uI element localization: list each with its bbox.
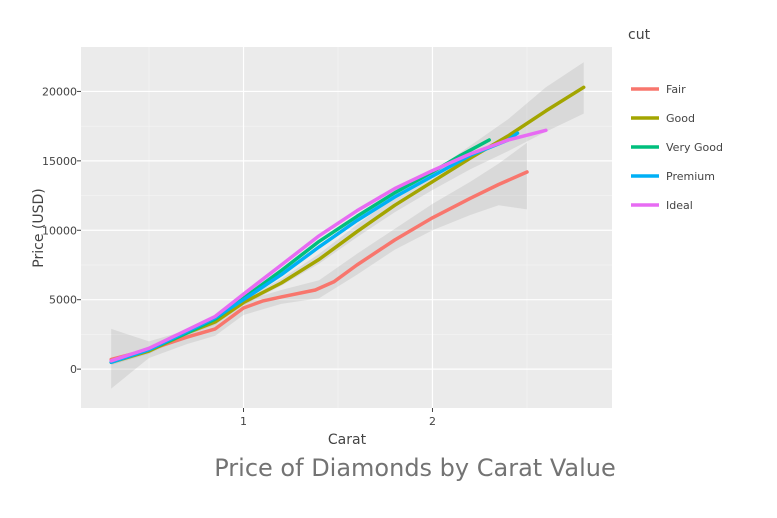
legend-label: Fair bbox=[666, 83, 686, 96]
y-tick-label: 0 bbox=[70, 363, 77, 376]
y-tick-label: 15000 bbox=[42, 155, 77, 168]
legend-label: Ideal bbox=[666, 199, 693, 212]
legend-item-very-good[interactable]: Very Good bbox=[631, 141, 723, 154]
x-tick-label: 1 bbox=[240, 415, 247, 428]
x-axis-title: Carat bbox=[328, 432, 367, 448]
series-line-fair[interactable] bbox=[109, 170, 529, 362]
series-lines bbox=[109, 85, 586, 364]
legend[interactable]: cut Fair Good Very Good Premium Ideal bbox=[628, 27, 723, 212]
chart-title: Price of Diamonds by Carat Value bbox=[214, 454, 615, 482]
legend-item-premium[interactable]: Premium bbox=[631, 170, 715, 183]
legend-title: cut bbox=[628, 27, 651, 43]
tick-labels: 0 5000 10000 15000 20000 1 2 bbox=[42, 85, 436, 428]
x-tick-label: 2 bbox=[429, 415, 436, 428]
legend-label: Good bbox=[666, 112, 695, 125]
series-line-ideal[interactable] bbox=[109, 128, 548, 363]
legend-item-ideal[interactable]: Ideal bbox=[631, 199, 693, 212]
y-axis-title: Price (USD) bbox=[31, 188, 47, 267]
grid bbox=[81, 47, 612, 408]
legend-item-fair[interactable]: Fair bbox=[631, 83, 686, 96]
y-tick-label: 10000 bbox=[42, 224, 77, 237]
legend-label: Very Good bbox=[666, 141, 723, 154]
y-tick-label: 20000 bbox=[42, 85, 77, 98]
legend-item-good[interactable]: Good bbox=[631, 112, 695, 125]
y-tick-label: 5000 bbox=[49, 294, 77, 307]
legend-label: Premium bbox=[666, 170, 715, 183]
